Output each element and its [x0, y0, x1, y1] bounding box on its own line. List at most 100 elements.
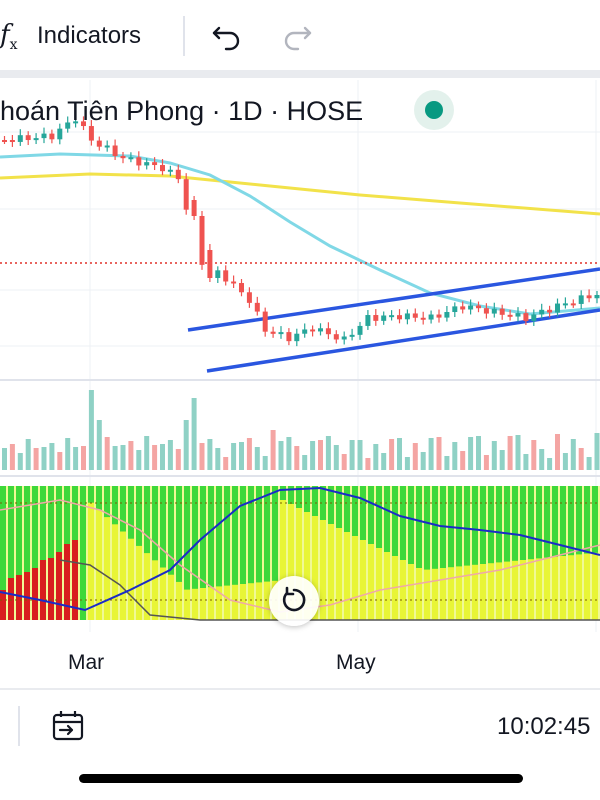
oscillator-red-bar — [8, 578, 14, 620]
oscillator-stripe-gap — [262, 486, 264, 620]
oscillator-stripe-gap — [126, 486, 128, 620]
candle — [562, 297, 568, 309]
candle — [302, 323, 308, 338]
oscillator-stripe-gap — [134, 486, 136, 620]
candle — [523, 309, 529, 325]
oscillator-stripe-gap — [14, 486, 16, 620]
oscillator-stripe-gap — [470, 486, 472, 620]
volume-bar — [104, 437, 110, 470]
volume-bar — [570, 439, 576, 470]
oscillator-green-column — [560, 486, 566, 556]
oscillator-stripe-gap — [254, 486, 256, 620]
oscillator-green-column — [0, 486, 6, 620]
candle — [547, 305, 553, 318]
oscillator-green-column — [336, 486, 342, 528]
oscillator-green-column — [256, 486, 262, 583]
oscillator-green-column — [144, 486, 150, 554]
candle — [483, 303, 489, 319]
oscillator-stripe-gap — [102, 486, 104, 620]
candle — [365, 310, 371, 330]
oscillator-stripe-gap — [462, 486, 464, 620]
candle — [539, 303, 545, 319]
volume-bar — [531, 440, 537, 470]
oscillator-stripe-gap — [230, 486, 232, 620]
volume-bar — [183, 420, 189, 470]
oscillator-stripe-gap — [30, 486, 32, 620]
volume-bar — [294, 446, 300, 470]
volume-bar — [96, 420, 102, 470]
volume-bar — [25, 439, 31, 470]
fx-icon[interactable]: fx — [0, 20, 18, 54]
oscillator-stripe-gap — [550, 486, 552, 620]
oscillator-green-column — [280, 486, 286, 500]
volume-bar — [381, 453, 387, 470]
oscillator-stripe-gap — [318, 486, 320, 620]
oscillator-stripe-gap — [502, 486, 504, 620]
oscillator-green-column — [288, 486, 294, 504]
bottom-toolbar: 10:02:45 — [0, 688, 600, 764]
oscillator-stripe-gap — [326, 486, 328, 620]
volume-bar — [167, 440, 173, 470]
volume-bar — [286, 437, 292, 470]
oscillator-green-column — [160, 486, 166, 568]
oscillator-stripe-gap — [422, 486, 424, 620]
oscillator-stripe-gap — [246, 486, 248, 620]
oscillator-green-column — [432, 486, 438, 569]
reset-chart-button[interactable] — [269, 576, 319, 626]
date-range-icon[interactable] — [50, 708, 86, 744]
oscillator-stripe-gap — [534, 486, 536, 620]
candle — [65, 116, 71, 133]
chart-area[interactable] — [0, 78, 600, 688]
oscillator-stripe-gap — [174, 486, 176, 620]
top-toolbar: fx Indicators — [0, 0, 600, 72]
candle — [112, 139, 118, 160]
oscillator-stripe-gap — [358, 486, 360, 620]
volume-bar — [57, 452, 63, 470]
oscillator-red-bar — [32, 568, 38, 620]
oscillator-green-column — [496, 486, 502, 563]
oscillator-green-column — [240, 486, 246, 584]
volume-bar — [397, 438, 402, 470]
undo-icon[interactable] — [210, 20, 244, 54]
candle — [191, 196, 197, 220]
oscillator-red-bar — [72, 540, 78, 620]
oscillator-stripe-gap — [302, 486, 304, 620]
oscillator-green-column — [304, 486, 310, 512]
volume-bar — [452, 442, 458, 470]
oscillator-stripe-gap — [598, 486, 600, 620]
volume-bar — [333, 445, 339, 470]
volume-bar — [491, 441, 497, 470]
oscillator-stripe-gap — [342, 486, 344, 620]
oscillator-green-column — [48, 486, 54, 620]
candle — [373, 309, 379, 326]
market-status[interactable] — [414, 90, 454, 130]
candle — [515, 307, 521, 322]
oscillator-green-column — [536, 486, 542, 559]
volume-bar — [128, 441, 134, 470]
volume-bar — [81, 446, 86, 470]
oscillator-green-column — [80, 486, 86, 620]
oscillator-stripe-gap — [430, 486, 432, 620]
redo-icon[interactable] — [280, 20, 314, 54]
candle — [294, 328, 300, 347]
oscillator-green-column — [112, 486, 118, 525]
volume-bar — [9, 444, 15, 470]
oscillator-stripe-gap — [582, 486, 584, 620]
symbol-legend[interactable]: hoán Tiên Phong · 1D · HOSE — [0, 96, 364, 126]
volume-bar — [515, 435, 521, 470]
candle — [389, 310, 395, 321]
volume-bar — [302, 455, 308, 470]
oscillator-stripe-gap — [446, 486, 448, 620]
oscillator-stripe-gap — [334, 486, 336, 620]
oscillator-green-column — [216, 486, 222, 587]
oscillator-stripe-gap — [94, 486, 96, 620]
indicators-button[interactable]: Indicators — [37, 22, 142, 49]
candle — [183, 173, 189, 215]
oscillator-pane — [0, 486, 600, 621]
candle — [578, 290, 584, 309]
oscillator-stripe-gap — [70, 486, 72, 620]
oscillator-green-column — [184, 486, 190, 590]
oscillator-stripe-gap — [206, 486, 208, 620]
candle — [555, 298, 560, 317]
candle — [318, 323, 323, 336]
